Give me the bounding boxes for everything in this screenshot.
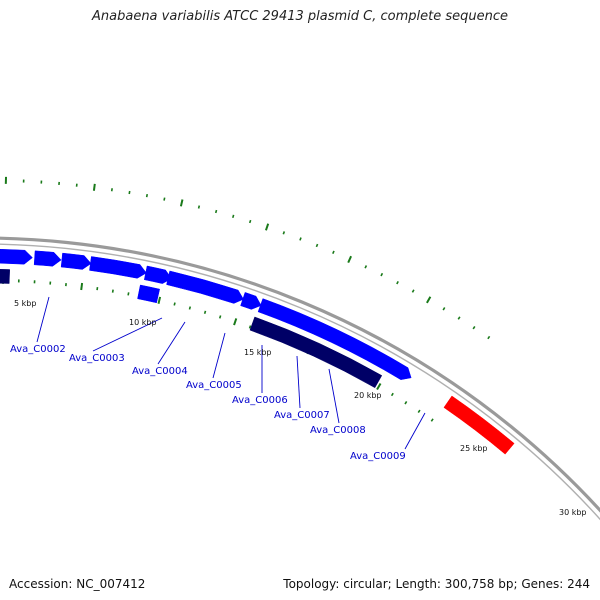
outer-scale-tick — [145, 193, 149, 198]
leader-line — [328, 368, 340, 424]
leader-line — [92, 317, 163, 352]
outer-scale-tick — [92, 183, 96, 191]
outer-scale-tick — [332, 250, 335, 254]
gene-arrow-ava-c0002-reverse[interactable] — [0, 269, 10, 295]
outer-scale-tick — [364, 265, 368, 269]
gene-arrow-ava-c0006[interactable] — [143, 265, 173, 284]
inner-scale-tick — [390, 392, 394, 397]
inner-scale-tick — [127, 292, 130, 296]
outer-scale-tick — [282, 231, 286, 235]
map-title: Anabaena variabilis ATCC 29413 plasmid C… — [92, 9, 508, 24]
inner-scale-tick — [80, 282, 84, 291]
outer-scale-tick — [264, 223, 270, 231]
gene-label-ava-c0005[interactable]: Ava_C0005 — [186, 380, 242, 391]
inner-scale-tick — [417, 409, 421, 413]
gene-arrow-ava-c0009[interactable] — [257, 298, 412, 380]
gene-label-ava-c0004[interactable]: Ava_C0004 — [132, 366, 188, 377]
outer-scale-tick — [442, 307, 446, 311]
gene-label-ava-c0009[interactable]: Ava_C0009 — [350, 451, 406, 462]
outer-scale-tick — [197, 205, 201, 209]
gene-arrow-highlight[interactable] — [443, 395, 515, 455]
outer-scale-tick — [232, 214, 235, 219]
gene-label-ava-c0007[interactable]: Ava_C0007 — [274, 410, 330, 421]
inner-scale-tick — [157, 296, 162, 304]
leader-line — [404, 412, 426, 450]
inner-scale-tick — [203, 310, 207, 314]
gene-arrow-ava-c0006-inner[interactable] — [137, 284, 160, 304]
inner-scale-tick — [188, 306, 192, 310]
outer-scale-tick — [380, 272, 384, 277]
inner-scale-tick — [248, 325, 252, 329]
scale-label-15kbp: 15 kbp — [244, 348, 272, 357]
gene-label-ava-c0006[interactable]: Ava_C0006 — [232, 395, 288, 406]
outer-scale-tick — [411, 289, 415, 293]
outer-scale-tick — [179, 199, 184, 207]
gene-label-ava-c0003[interactable]: Ava_C0003 — [69, 353, 125, 364]
leader-line — [36, 296, 50, 343]
gene-label-ava-c0002[interactable]: Ava_C0002 — [10, 344, 66, 355]
gene-arrow-ava-c0007[interactable] — [166, 270, 244, 304]
outer-scale-tick — [248, 219, 252, 224]
inner-scale-tick — [173, 302, 176, 306]
leader-line — [212, 332, 226, 379]
gene-label-ava-c0008[interactable]: Ava_C0008 — [310, 425, 366, 436]
leader-line — [296, 355, 301, 409]
outer-scale-tick — [163, 197, 166, 201]
gene-arrow-ava-c0003[interactable] — [33, 250, 62, 267]
scale-label-20kbp: 20 kbp — [354, 391, 382, 400]
inner-scale-tick — [404, 401, 408, 405]
leader-line — [157, 321, 186, 365]
outer-scale-tick — [347, 255, 352, 264]
outer-scale-tick — [426, 296, 432, 304]
outer-scale-tick — [472, 325, 476, 330]
outer-scale-tick — [457, 316, 461, 320]
gene-arrow-ava-c0005[interactable] — [89, 256, 147, 279]
inner-scale-tick — [430, 418, 434, 422]
backbone-line — [0, 243, 600, 521]
accession-text: Accession: NC_007412 — [9, 577, 146, 591]
outer-scale-tick — [299, 237, 302, 241]
gene-arrow-ava-c0008[interactable] — [240, 292, 262, 310]
scale-label-25kbp: 25 kbp — [460, 444, 488, 453]
gene-features — [0, 249, 515, 455]
outer-scale-tick — [396, 281, 399, 285]
inner-scale-tick — [376, 382, 382, 391]
gene-arrow-ava-c0004[interactable] — [60, 252, 92, 270]
label-leaders — [36, 296, 426, 450]
scale-label-10kbp: 10 kbp — [129, 318, 157, 327]
inner-scale-tick — [218, 315, 222, 319]
gene-arrow-ava-c0002[interactable] — [0, 249, 33, 275]
outer-scale-tick — [315, 243, 319, 248]
backbone — [0, 236, 600, 521]
outer-scale-tick — [214, 209, 218, 214]
backbone-line — [0, 236, 600, 513]
gene-arrow-ava-c0008-reverse[interactable] — [249, 316, 383, 389]
topology-summary: Topology: circular; Length: 300,758 bp; … — [283, 577, 590, 591]
inner-scale-tick — [233, 318, 238, 326]
scale-label-5kbp: 5 kbp — [14, 299, 36, 308]
scale-label-30kbp: 30 kbp — [559, 508, 587, 517]
outer-scale-tick — [487, 335, 491, 340]
